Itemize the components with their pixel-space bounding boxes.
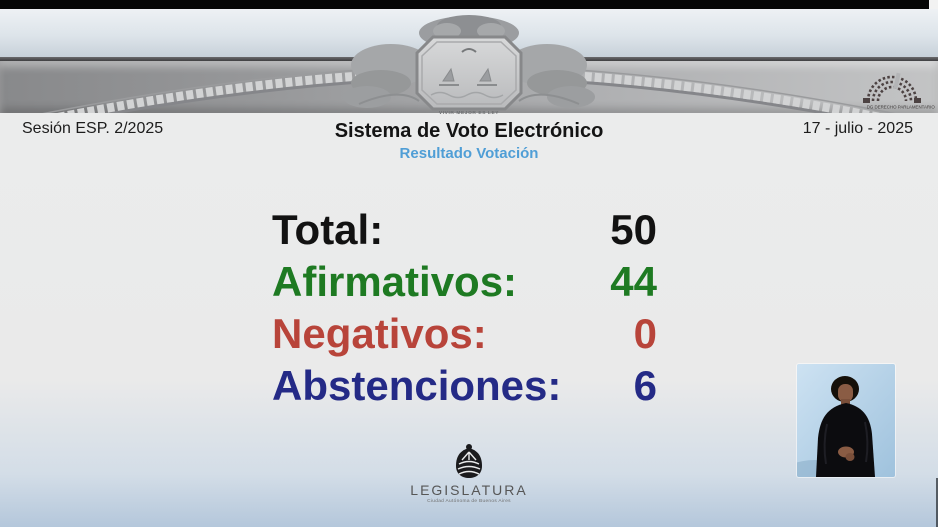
page-title: Sistema de Voto Electrónico xyxy=(334,120,604,142)
vote-results-table: Total: 50 Afirmativos: 44 Negativos: 0 A… xyxy=(272,204,657,412)
dept-caption-line1: DG DERECHO PARLAMENTARIO xyxy=(866,104,935,110)
result-row-negative: Negativos: 0 xyxy=(272,308,657,360)
motto-text: VIVIR MEJOR ES LEY xyxy=(438,110,500,116)
result-label: Total: xyxy=(272,206,384,253)
result-value: 44 xyxy=(610,258,657,305)
date-label: 17 - julio - 2025 xyxy=(802,120,913,137)
result-label: Negativos: xyxy=(272,310,487,357)
arc-dome-logo-icon xyxy=(863,72,921,103)
coat-of-arms-crest xyxy=(343,15,595,111)
result-value: 0 xyxy=(633,310,657,357)
top-right-sliver xyxy=(929,0,938,9)
dome-icon xyxy=(456,444,482,478)
top-letterbox-bar xyxy=(0,0,938,9)
result-row-total: Total: 50 xyxy=(272,204,657,256)
result-row-affirmative: Afirmativos: 44 xyxy=(272,256,657,308)
header-building-photo: DG DERECHO PARLAMENTARIO SECRETARIA PARL… xyxy=(0,9,938,113)
result-value: 6 xyxy=(633,362,657,409)
org-subtitle: Ciudad Autónoma de Buenos Aires xyxy=(427,498,511,504)
session-label: Sesión ESP. 2/2025 xyxy=(22,120,164,137)
legislatura-logo: LEGISLATURA Ciudad Autónoma de Buenos Ai… xyxy=(0,443,938,507)
sign-language-interpreter-video xyxy=(797,364,895,477)
result-row-abstention: Abstenciones: 6 xyxy=(272,360,657,412)
result-value: 50 xyxy=(610,206,657,253)
parliamentary-dept-logo: DG DERECHO PARLAMENTARIO SECRETARIA PARL… xyxy=(846,69,938,113)
result-label: Abstenciones: xyxy=(272,362,562,409)
right-edge-sliver xyxy=(936,478,938,527)
interpreter-figure xyxy=(797,364,895,477)
result-label: Afirmativos: xyxy=(272,258,518,305)
page-subtitle: Resultado Votación xyxy=(399,145,539,162)
org-name: LEGISLATURA xyxy=(410,482,528,498)
